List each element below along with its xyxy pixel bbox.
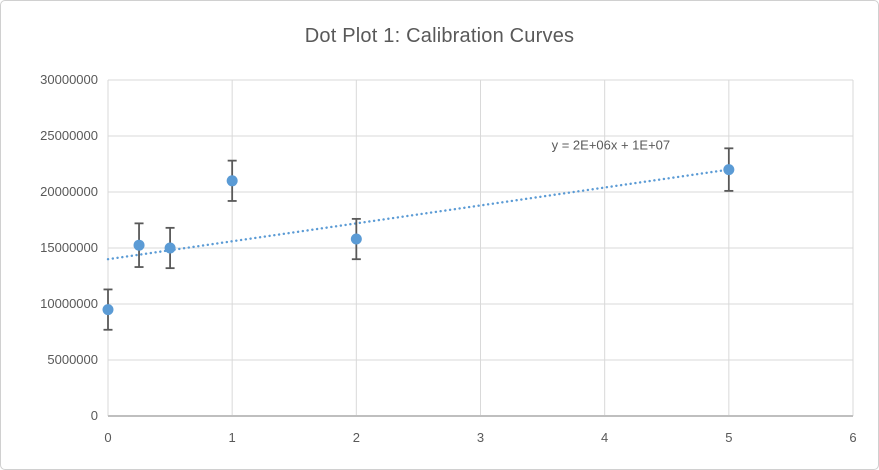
data-point-marker (133, 239, 145, 251)
x-tick-label: 0 (104, 430, 112, 445)
y-tick-label: 30000000 (40, 72, 98, 87)
x-tick-label: 3 (476, 430, 485, 445)
y-tick-label: 15000000 (40, 240, 98, 255)
y-tick-label: 5000000 (47, 352, 98, 367)
chart-title: Dot Plot 1: Calibration Curves (304, 25, 575, 47)
y-tick-label: 25000000 (40, 128, 98, 143)
plot-area (102, 79, 854, 417)
data-point-marker (102, 304, 114, 316)
x-tick-label: 4 (601, 430, 609, 445)
trendline-equation-label: y = 2E+06x + 1E+07 (551, 137, 671, 153)
data-point-marker (723, 164, 735, 176)
x-tick-label: 6 (849, 430, 857, 445)
trendline (106, 168, 731, 261)
plot-canvas (102, 79, 854, 417)
y-tick-label: 20000000 (40, 184, 98, 199)
data-point-marker (164, 242, 176, 254)
y-tick-label: 10000000 (40, 296, 98, 311)
data-point-marker (226, 175, 238, 187)
x-tick-label: 2 (352, 430, 360, 445)
data-point-marker (350, 233, 362, 245)
y-tick-label: 0 (90, 408, 98, 423)
x-tick-label: 1 (228, 430, 236, 445)
x-tick-label: 5 (725, 430, 733, 445)
